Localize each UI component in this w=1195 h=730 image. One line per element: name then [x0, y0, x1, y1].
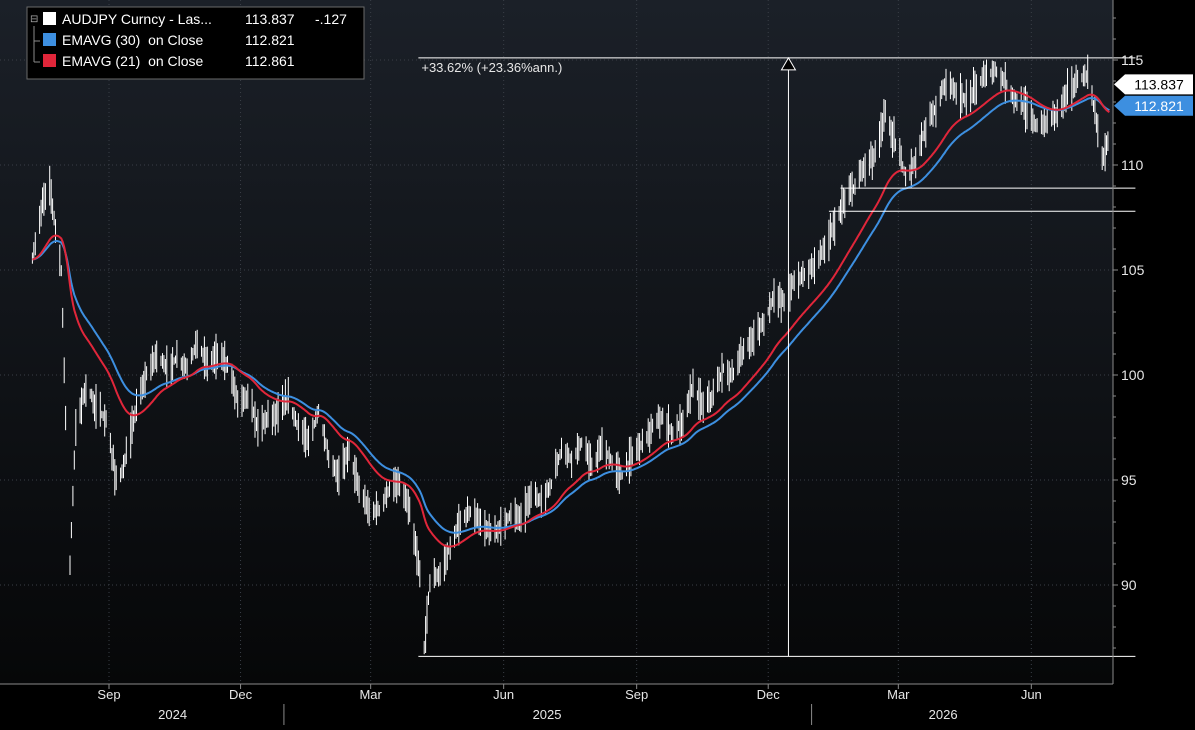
x-year-label: 2025 — [533, 707, 562, 722]
x-tick-label: Sep — [97, 687, 120, 702]
last-price-value: 113.837 — [1134, 76, 1184, 92]
x-year-label: 2024 — [158, 707, 187, 722]
x-tick-label: Dec — [229, 687, 253, 702]
y-tick-label: 110 — [1121, 157, 1144, 173]
ema-price-value: 112.821 — [1134, 98, 1184, 114]
legend: ⊟ AUDJPY Curncy - Las... 113.837 -.127 E… — [26, 6, 365, 80]
y-tick-label: 100 — [1121, 367, 1145, 383]
x-tick-label: Jun — [493, 687, 514, 702]
price-bars — [31, 54, 1109, 655]
range-annotation-label: +33.62% (+23.36%ann.) — [421, 60, 562, 75]
legend-swatch-ema21 — [43, 54, 56, 67]
legend-swatch-price — [43, 12, 56, 25]
y-axis: 90 95 100 105 110 115 — [1113, 17, 1145, 649]
y-tick-label: 95 — [1121, 472, 1137, 488]
y-tick-label: 105 — [1121, 262, 1145, 278]
x-tick-label: Dec — [757, 687, 781, 702]
axis-background — [1113, 0, 1195, 725]
x-tick-label: Mar — [887, 687, 910, 702]
plot-background — [0, 0, 1113, 684]
legend-label-price: AUDJPY Curncy - Las... — [62, 11, 212, 27]
legend-value-price: 113.837 — [245, 11, 295, 27]
y-tick-label: 115 — [1121, 52, 1144, 68]
ema-price-tag — [1114, 95, 1193, 116]
x-tick-label: Jun — [1021, 687, 1042, 702]
legend-change-price: -.127 — [315, 11, 347, 27]
ema21-line — [32, 89, 1110, 548]
legend-value-ema30: 112.821 — [245, 32, 295, 48]
x-axis-background — [0, 684, 1113, 725]
legend-label-ema21: EMAVG (21) on Close — [62, 53, 204, 69]
y-tick-label: 90 — [1121, 577, 1137, 593]
range-arrow-head — [780, 56, 797, 71]
ema30-line — [32, 97, 1110, 534]
legend-collapse-icon[interactable]: ⊟ — [30, 14, 38, 25]
last-price-tag — [1114, 74, 1193, 95]
ema-lines — [32, 89, 1110, 548]
price-labels: 113.837 112.821 — [1114, 74, 1193, 116]
legend-swatch-ema30 — [43, 33, 56, 46]
annotation-layer: +33.62% (+23.36%ann.) — [418, 56, 1136, 657]
legend-label-ema30: EMAVG (30) on Close — [62, 32, 204, 48]
legend-box — [26, 6, 365, 80]
legend-value-ema21: 112.861 — [245, 53, 295, 69]
x-axis: Sep Dec Mar Jun Sep Dec Mar Jun 2024 2025 2026 — [97, 684, 1042, 725]
x-tick-label: Sep — [625, 687, 648, 702]
x-tick-label: Mar — [359, 687, 382, 702]
grid-lines — [0, 0, 1113, 684]
x-year-label: 2026 — [929, 707, 958, 722]
